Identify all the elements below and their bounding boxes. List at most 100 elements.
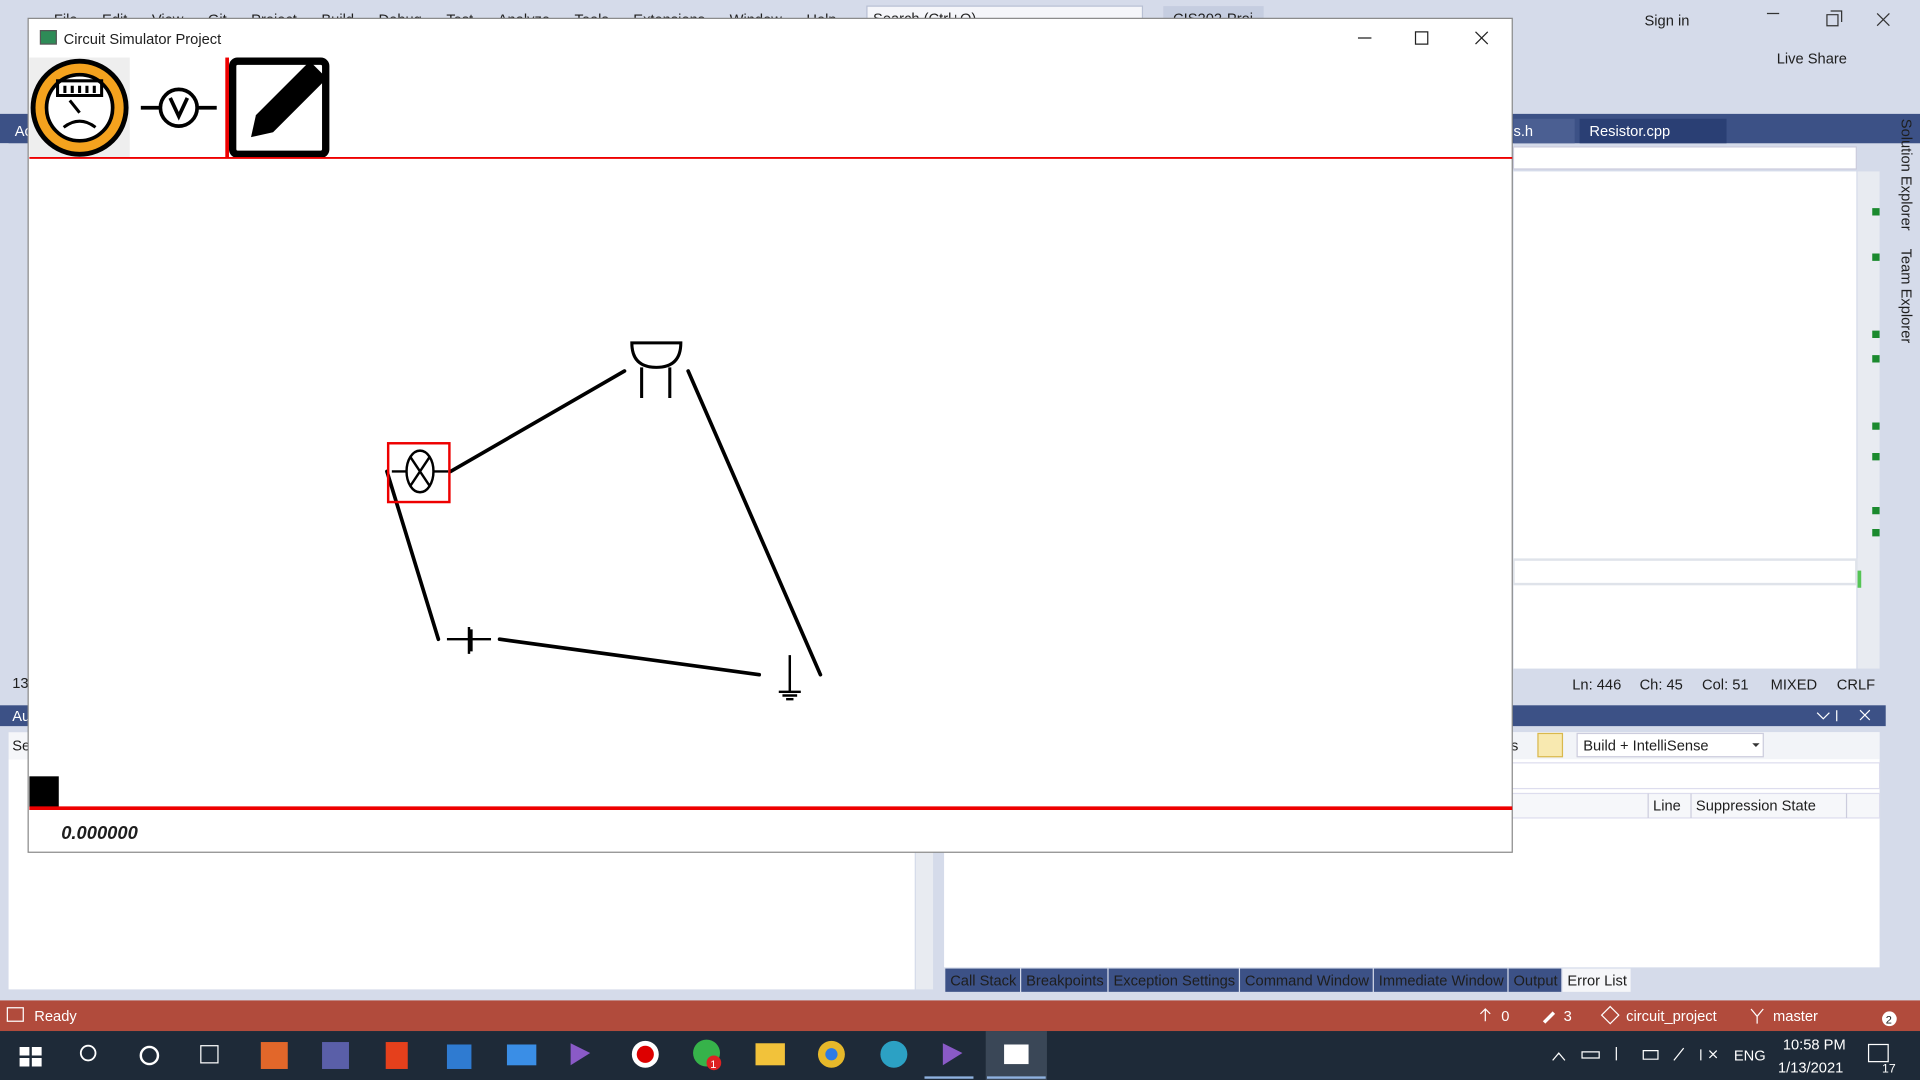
taskbar-app[interactable] bbox=[506, 1044, 537, 1066]
left-fragment: Au bbox=[12, 709, 30, 725]
record-dot bbox=[636, 1045, 654, 1063]
taskbar-app[interactable] bbox=[322, 1042, 349, 1069]
toolbar-fragment: s bbox=[1511, 739, 1518, 755]
editor-status: Ln: 446 Ch: 45 Col: 51 MIXED CRLF bbox=[1572, 677, 1875, 693]
taskbar-app[interactable] bbox=[385, 1042, 408, 1069]
bottom-tab-label: Output bbox=[1513, 974, 1557, 990]
column-label: Suppression State bbox=[1696, 799, 1816, 815]
cortana-button[interactable] bbox=[139, 1045, 160, 1066]
search-button[interactable] bbox=[79, 1044, 97, 1062]
filter-dropdown[interactable] bbox=[1576, 732, 1764, 758]
tab-active[interactable] bbox=[1579, 118, 1727, 144]
status-item: CRLF bbox=[1837, 677, 1875, 693]
status-item: Col: 51 bbox=[1702, 677, 1749, 693]
action-center[interactable] bbox=[1867, 1043, 1889, 1063]
start-button[interactable] bbox=[19, 1046, 42, 1067]
app-badge-count: 1 bbox=[710, 1059, 716, 1071]
column-label: Line bbox=[1653, 799, 1681, 815]
editor-line-highlight bbox=[1512, 558, 1858, 586]
bottom-tab[interactable] bbox=[1108, 968, 1239, 992]
repo-icon bbox=[1600, 1005, 1620, 1025]
taskbar-app[interactable] bbox=[570, 1043, 591, 1066]
pencil-icon bbox=[1542, 1011, 1556, 1024]
filter-button[interactable] bbox=[1537, 732, 1564, 758]
left-edge bbox=[0, 143, 9, 1001]
scrollbar bbox=[1857, 171, 1880, 669]
status-icon bbox=[6, 1007, 24, 1022]
window-title: Circuit Simulator Project bbox=[64, 32, 222, 48]
clock-date[interactable]: 1/13/2021 bbox=[1778, 1061, 1843, 1077]
bottom-tab-label: Error List bbox=[1567, 974, 1627, 990]
bottom-tab-label: Call Stack bbox=[950, 974, 1017, 990]
color-swatch[interactable] bbox=[29, 776, 59, 807]
language[interactable]: ENG bbox=[1734, 1048, 1766, 1064]
sign-in[interactable]: Sign in bbox=[1644, 14, 1689, 30]
branch-icon bbox=[1750, 1008, 1764, 1024]
taskbar-app[interactable] bbox=[260, 1042, 288, 1069]
taskbar-app bbox=[1004, 1044, 1029, 1065]
window-controls[interactable] bbox=[1357, 31, 1489, 45]
bottom-tab[interactable] bbox=[1562, 968, 1631, 992]
panel-controls[interactable] bbox=[1816, 709, 1871, 722]
taskbar-app[interactable] bbox=[755, 1043, 785, 1066]
wires bbox=[385, 369, 823, 677]
editor bbox=[1513, 171, 1857, 669]
status-item: Ln: 446 bbox=[1572, 677, 1621, 693]
left-fragment: 13 bbox=[12, 676, 28, 692]
changes-count[interactable]: 3 bbox=[1564, 1009, 1572, 1025]
tab-label: Resistor.cpp bbox=[1589, 124, 1670, 140]
clock-time[interactable]: 10:58 PM bbox=[1783, 1037, 1846, 1053]
action-center-count: 17 bbox=[1882, 1062, 1896, 1076]
notification-badge[interactable] bbox=[1882, 1011, 1897, 1027]
side-tab[interactable]: Team Explorer bbox=[1898, 249, 1914, 344]
push-count[interactable]: 0 bbox=[1501, 1009, 1509, 1025]
branch-name[interactable]: master bbox=[1773, 1009, 1818, 1025]
bottom-tab[interactable] bbox=[945, 968, 1021, 992]
filter-value: Build + IntelliSense bbox=[1583, 739, 1708, 755]
left-fragment: Se bbox=[12, 739, 30, 755]
meter-face bbox=[44, 72, 115, 143]
ground[interactable] bbox=[778, 655, 801, 701]
meter-detail bbox=[56, 79, 104, 129]
dropdown-arrow bbox=[1752, 743, 1760, 747]
window-controls[interactable] bbox=[1766, 10, 1890, 27]
selected-marker bbox=[225, 57, 229, 158]
readout: 0.000000 bbox=[61, 822, 138, 843]
speaker[interactable] bbox=[630, 341, 683, 398]
voltmeter-v bbox=[168, 97, 190, 121]
status-item: Ch: 45 bbox=[1640, 677, 1683, 693]
bottom-tab-label: Exception Settings bbox=[1113, 974, 1235, 990]
notification-count: 2 bbox=[1886, 1015, 1892, 1027]
bottom-tab[interactable] bbox=[1508, 968, 1562, 992]
app-icon bbox=[39, 30, 57, 45]
status-item: MIXED bbox=[1771, 677, 1818, 693]
tab-label: s.h bbox=[1513, 124, 1533, 140]
nav-bar bbox=[1512, 146, 1857, 170]
side-tab[interactable]: Solution Explorer bbox=[1898, 119, 1914, 231]
taskbar-app[interactable] bbox=[942, 1043, 963, 1066]
circuit bbox=[385, 341, 823, 701]
taskbar-app[interactable] bbox=[446, 1044, 472, 1069]
left-fragment: Ac bbox=[15, 124, 32, 140]
scrollbar bbox=[915, 844, 934, 990]
taskbar bbox=[0, 1031, 1920, 1080]
battery[interactable] bbox=[446, 626, 492, 654]
task-view[interactable] bbox=[200, 1045, 219, 1064]
tray-icons[interactable] bbox=[1552, 1046, 1718, 1061]
bottom-tab[interactable] bbox=[1240, 968, 1373, 992]
bottom-tab-label: Breakpoints bbox=[1026, 974, 1104, 990]
tab[interactable] bbox=[1513, 118, 1575, 144]
bottom-tab[interactable] bbox=[1373, 968, 1508, 992]
live-share[interactable]: Live Share bbox=[1777, 52, 1847, 68]
pencil bbox=[251, 61, 327, 138]
app-window: Circuit Simulator Project 0.000000 bbox=[27, 17, 1513, 853]
repo-name[interactable]: circuit_project bbox=[1626, 1009, 1717, 1025]
bottom-tab[interactable] bbox=[1021, 968, 1108, 992]
taskbar-app[interactable] bbox=[880, 1040, 908, 1068]
bottom-tab-label: Command Window bbox=[1245, 974, 1369, 990]
app-badge bbox=[706, 1055, 722, 1071]
push-icon bbox=[1479, 1008, 1491, 1022]
change-marker bbox=[1857, 570, 1862, 588]
